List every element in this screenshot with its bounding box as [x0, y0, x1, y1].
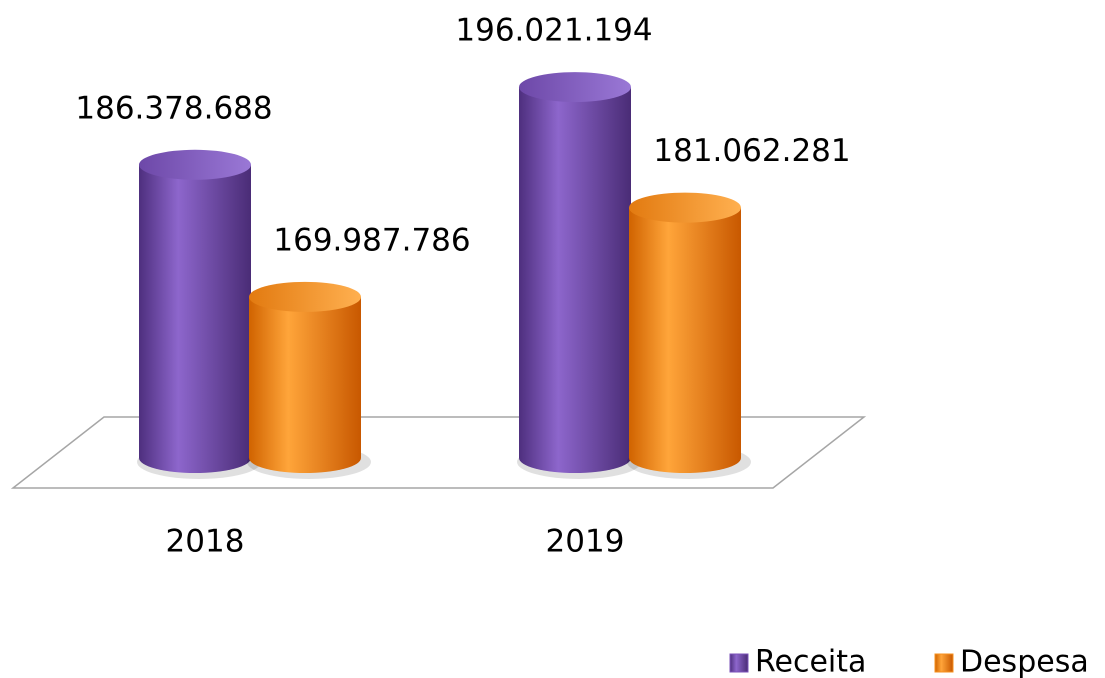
bar-body [519, 87, 631, 473]
data-label: 196.021.194 [455, 13, 652, 49]
bar-body [629, 207, 741, 474]
bar [627, 192, 751, 479]
legend-swatch [729, 653, 749, 673]
legend: Receita Despesa [729, 645, 1089, 678]
legend-label: Receita [755, 645, 866, 678]
data-label: 181.062.281 [653, 133, 850, 169]
bar-body [139, 164, 251, 473]
x-tick-label: 2019 [546, 524, 625, 560]
bar [247, 281, 371, 479]
data-label: 169.987.786 [273, 222, 470, 258]
bar-body [249, 296, 361, 473]
legend-swatch [934, 653, 954, 673]
bar-top [249, 281, 361, 312]
x-tick-label: 2018 [166, 524, 245, 560]
bar-top [139, 149, 251, 180]
floor [10, 416, 867, 489]
bar-top [519, 72, 631, 103]
bar-top [629, 192, 741, 223]
bar [137, 149, 261, 479]
legend-label: Despesa [960, 645, 1089, 678]
data-label: 186.378.688 [75, 90, 272, 126]
bar [517, 72, 641, 479]
plot-area: 2018 2019 186.378.688 196.021.194 169.987.78… [75, 13, 850, 560]
